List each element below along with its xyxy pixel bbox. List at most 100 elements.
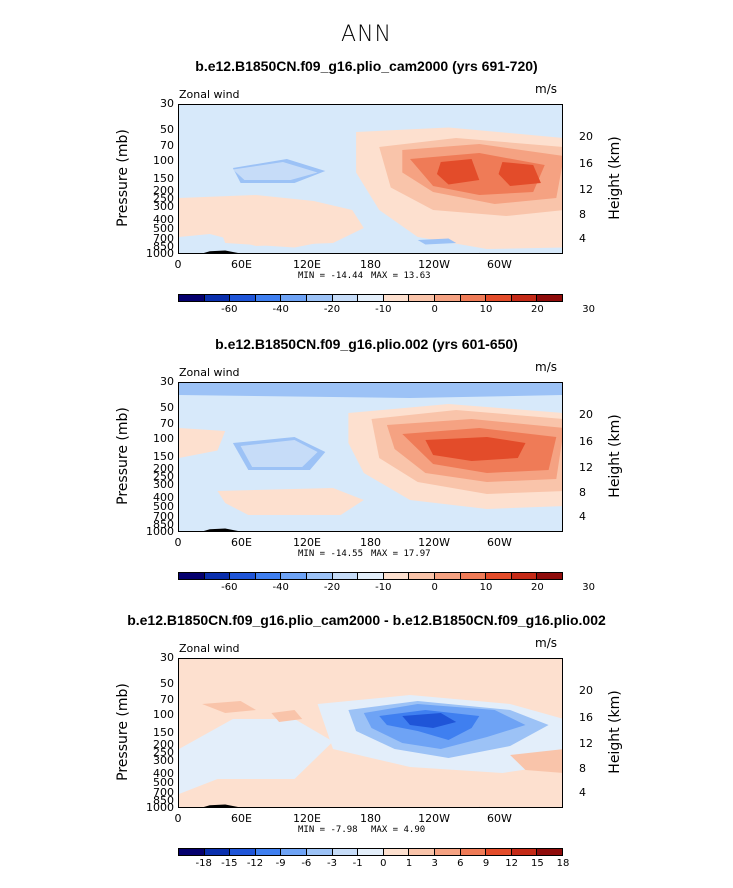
colorbar-swatch [537, 849, 562, 855]
panel-title: b.e12.B1850CN.f09_g16.plio_cam2000 - b.e… [127, 612, 606, 628]
colorbar-swatch [460, 573, 487, 579]
longitude-tick-label: 180 [360, 258, 381, 271]
pressure-tick-label: 850 [153, 793, 174, 807]
pressure-tick-label: 70 [160, 693, 174, 706]
contour-svg [179, 383, 562, 531]
colorbar-label: 1 [405, 858, 413, 869]
contour-region [436, 159, 480, 185]
height-tick-label: 16 [579, 157, 593, 170]
pressure-tick-label: 700 [153, 232, 174, 245]
longitude-tick-label: 120W [418, 258, 450, 271]
colorbar-swatch [383, 573, 410, 579]
colorbar-swatch [486, 573, 512, 579]
pressure-tick-label: 200 [153, 462, 174, 475]
contour-region [179, 428, 226, 458]
colorbar [178, 848, 563, 856]
colorbar-label: -3 [327, 858, 337, 869]
pressure-tick-label: 50 [160, 122, 174, 136]
pressure-tick-label: 250 [153, 192, 174, 206]
colorbar-swatch [204, 849, 231, 855]
colorbar-swatch [383, 849, 410, 855]
colorbar-label: 12 [505, 858, 519, 869]
colorbar-swatch [460, 295, 487, 301]
contour-region [232, 162, 318, 180]
pressure-tick-label: 150 [153, 726, 174, 739]
pressure-tick-label: 500 [153, 775, 174, 789]
pressure-tick-label: 1000 [146, 247, 174, 260]
contour-region [402, 713, 457, 728]
colorbar [178, 572, 563, 580]
colorbar-label: 0 [380, 858, 387, 869]
contour-plot [178, 382, 563, 532]
topography-marker [203, 528, 239, 531]
pressure-tick-label: 250 [153, 470, 174, 484]
pressure-tick-label: 500 [153, 499, 174, 513]
colorbar-label: 30 [582, 304, 596, 315]
longitude-tick-label: 120E [292, 536, 321, 549]
colorbar-label: -40 [272, 582, 289, 593]
colorbar [178, 294, 563, 302]
pressure-tick-label: 30 [160, 375, 174, 388]
figure-title: ANN [341, 22, 392, 47]
colorbar-label: 18 [556, 858, 570, 869]
colorbar-label: 3 [431, 858, 438, 869]
colorbar-swatch [332, 573, 359, 579]
colorbar-swatch [255, 849, 282, 855]
longitude-tick-label: 60W [487, 258, 512, 271]
colorbar-label: -60 [221, 304, 238, 315]
colorbar-swatch [281, 573, 307, 579]
colorbar-label: -10 [375, 582, 392, 593]
colorbar-swatch [230, 849, 256, 855]
contour-region [179, 383, 562, 398]
contour-region [417, 238, 457, 245]
colorbar-label: 30 [582, 582, 596, 593]
colorbar-label: -10 [375, 304, 392, 315]
contour-svg [179, 659, 562, 807]
height-tick-label: 12 [579, 460, 593, 474]
height-tick-label: 16 [579, 711, 593, 724]
pressure-tick-label: 300 [153, 753, 174, 767]
height-tick-label: 4 [579, 786, 586, 799]
colorbar-swatch [358, 849, 384, 855]
pressure-tick-label: 200 [153, 184, 174, 197]
min-value: MIN = -14.55 [298, 549, 364, 559]
colorbar-swatch [511, 295, 538, 301]
topography-marker [203, 804, 239, 807]
pressure-tick-label: 150 [153, 450, 174, 463]
height-tick-label: 20 [579, 408, 593, 421]
variable-label: Zonal wind [179, 642, 240, 655]
colorbar-label: 9 [482, 858, 490, 869]
pressure-tick-label: 100 [153, 708, 174, 721]
pressure-tick-label: 400 [153, 766, 174, 780]
colorbar-swatch [230, 573, 256, 579]
contour-plot [178, 658, 563, 808]
colorbar-swatch [537, 573, 562, 579]
colorbar-swatch [434, 573, 461, 579]
contour-region [240, 440, 318, 467]
pressure-tick-label: 1000 [146, 525, 174, 538]
height-tick-label: 16 [579, 435, 593, 448]
contour-svg [179, 127, 562, 253]
colorbar-label: 20 [530, 582, 544, 593]
height-tick-label: 4 [579, 232, 586, 245]
colorbar-swatch [281, 295, 307, 301]
colorbar-label: 10 [479, 304, 493, 315]
colorbar-swatch [204, 295, 231, 301]
colorbar-label: -18 [195, 858, 212, 869]
colorbar-swatch [179, 573, 205, 579]
colorbar-swatch [511, 849, 538, 855]
longitude-tick-label: 60W [487, 536, 512, 549]
longitude-tick-label: 60E [231, 258, 252, 271]
y2-axis-label: Height (km) [607, 414, 623, 498]
max-value: MAX = 4.90 [371, 825, 426, 835]
pressure-tick-label: 1000 [146, 801, 174, 814]
longitude-tick-label: 60E [231, 812, 252, 825]
colorbar-label: -40 [272, 304, 289, 315]
height-tick-label: 8 [579, 762, 586, 775]
colorbar-label: 20 [530, 304, 544, 315]
pressure-tick-label: 400 [153, 212, 174, 226]
y2-axis-label: Height (km) [607, 690, 623, 774]
colorbar-swatch [332, 849, 359, 855]
variable-label: Zonal wind [179, 88, 240, 101]
colorbar-label: 0 [431, 304, 438, 315]
